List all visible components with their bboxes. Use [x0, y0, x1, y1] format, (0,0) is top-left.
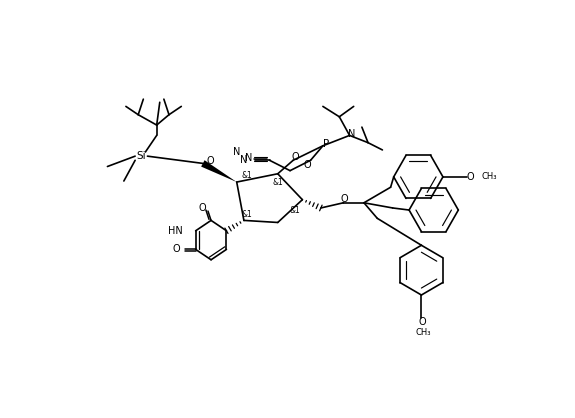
Text: &1: &1 — [242, 171, 252, 180]
Text: O: O — [419, 317, 426, 327]
Text: CH₃: CH₃ — [416, 328, 431, 337]
Text: O: O — [207, 156, 214, 166]
Text: CH₃: CH₃ — [482, 172, 497, 181]
Text: O: O — [172, 245, 180, 255]
Text: O: O — [467, 172, 474, 182]
Text: O: O — [340, 194, 348, 204]
Text: &1: &1 — [290, 206, 301, 214]
Text: N: N — [240, 155, 248, 165]
Text: HN: HN — [167, 226, 182, 236]
Text: P: P — [323, 139, 329, 149]
Text: O: O — [292, 152, 299, 162]
Text: &1: &1 — [273, 178, 283, 186]
Polygon shape — [201, 160, 237, 182]
Text: N: N — [246, 153, 252, 163]
Text: O: O — [304, 161, 311, 171]
Text: &1: &1 — [242, 210, 252, 219]
Text: N: N — [233, 147, 241, 157]
Text: Si: Si — [136, 151, 146, 161]
Text: N: N — [348, 130, 355, 139]
Text: O: O — [198, 203, 206, 213]
